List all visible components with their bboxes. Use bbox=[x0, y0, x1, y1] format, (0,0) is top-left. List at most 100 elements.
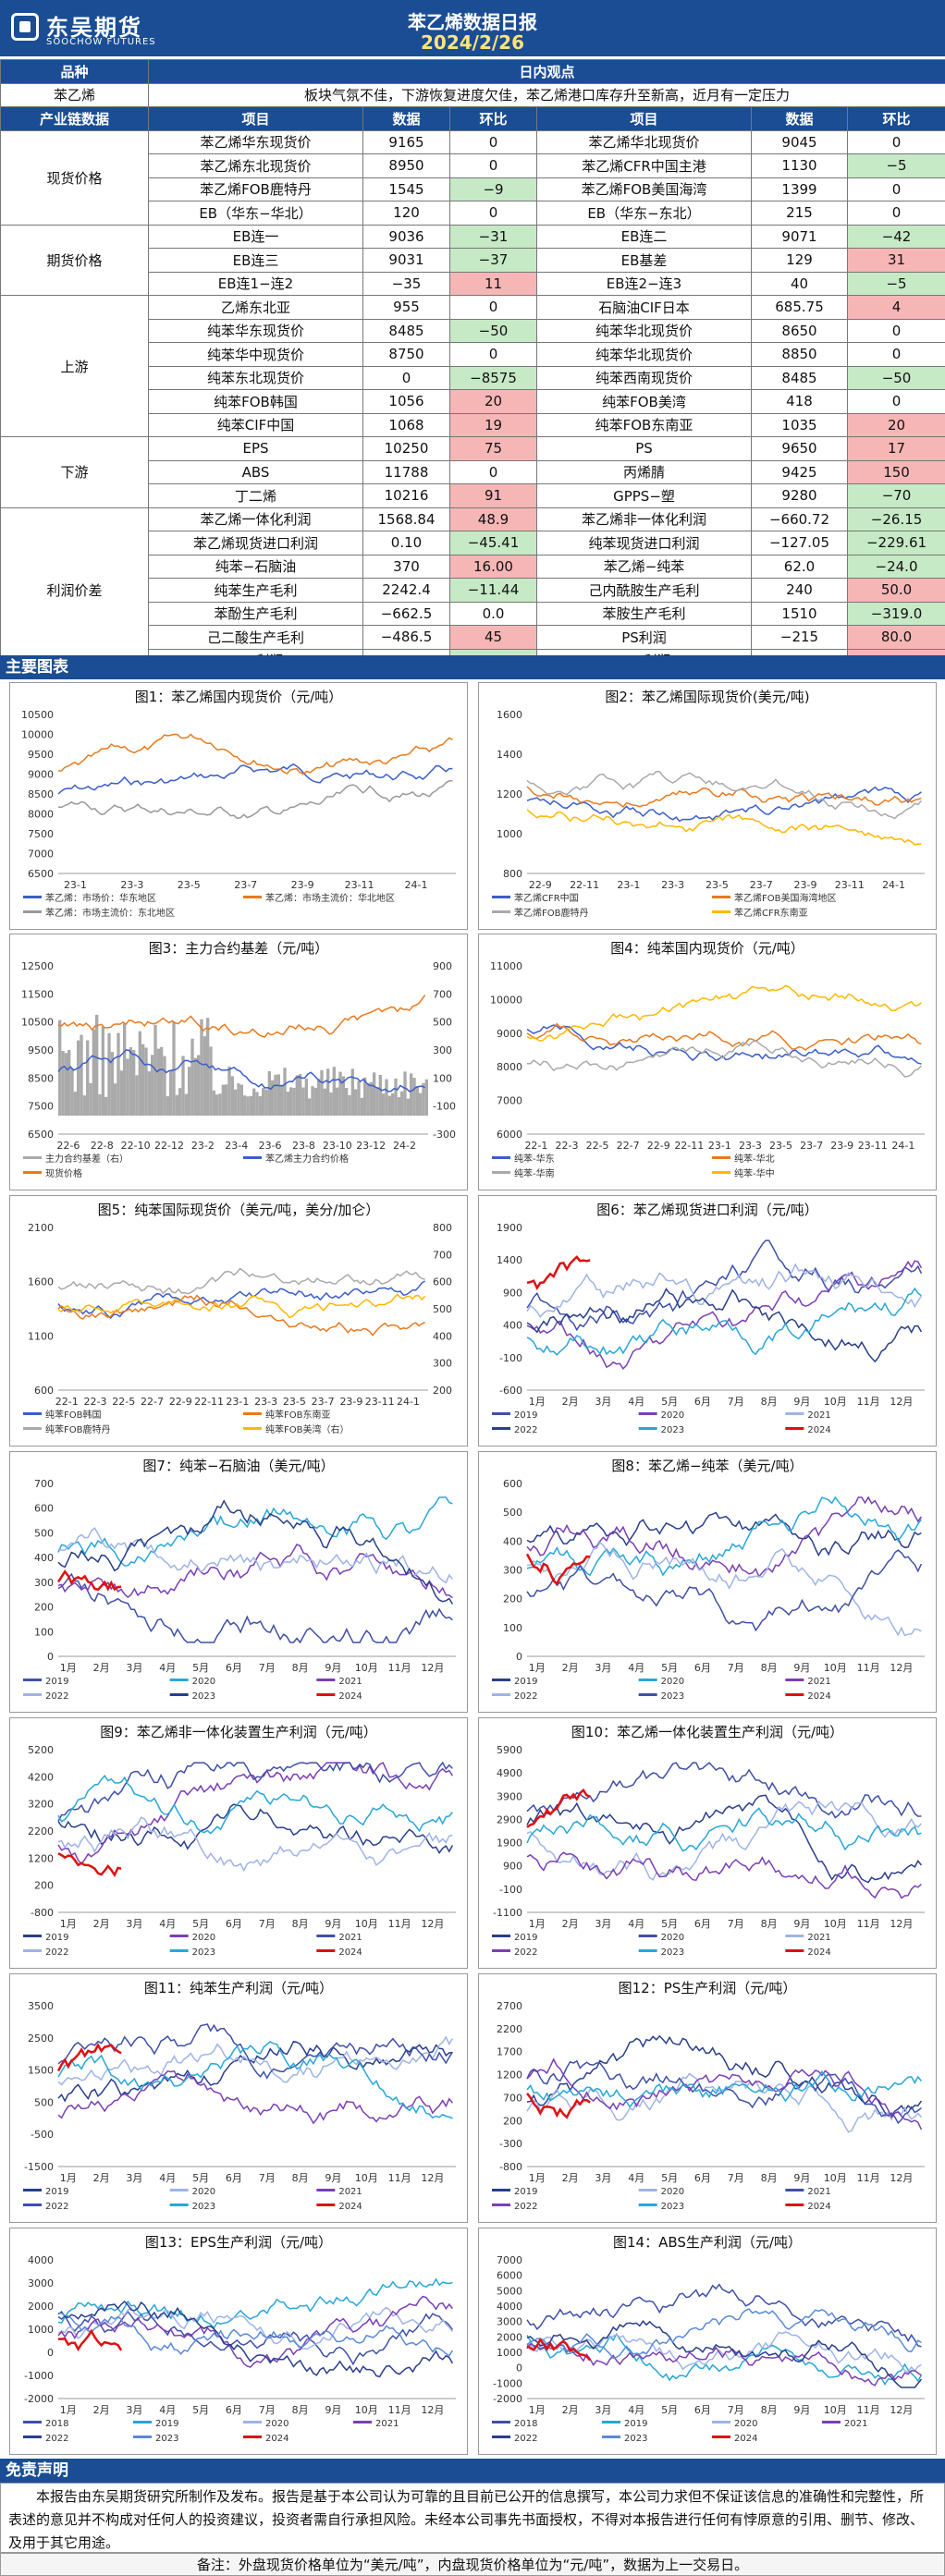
basis-bar bbox=[363, 1077, 367, 1116]
legend-swatch bbox=[23, 1679, 42, 1681]
basis-bar bbox=[373, 1072, 376, 1116]
item-value: 1068 bbox=[362, 412, 450, 437]
item-value: −215 bbox=[751, 625, 848, 650]
basis-bar bbox=[70, 1068, 74, 1116]
basis-bar bbox=[348, 1094, 351, 1116]
item-value: −660.72 bbox=[751, 507, 848, 531]
x-tick-label: 22-3 bbox=[556, 1140, 579, 1152]
x-tick-label: 7月 bbox=[728, 1396, 744, 1408]
series-line bbox=[57, 1293, 426, 1319]
basis-bar bbox=[221, 1084, 225, 1116]
legend-label: 2022 bbox=[45, 2434, 68, 2444]
y-tick-label: 9500 bbox=[28, 1044, 54, 1056]
legend-label: 2023 bbox=[192, 2202, 215, 2212]
item-value: 8950 bbox=[362, 153, 450, 178]
x-tick-label: 23-11 bbox=[365, 1396, 395, 1408]
x-tick-label: 22-6 bbox=[56, 1140, 80, 1152]
y-tick-label: 9000 bbox=[497, 1028, 522, 1040]
basis-bar bbox=[326, 1068, 330, 1116]
data-table: 品种 日内观点 苯乙烯 板块气氛不佳，下游恢复进度欠佳，苯乙烯港口库存升至新高，… bbox=[0, 59, 945, 673]
basis-bar bbox=[237, 1083, 240, 1116]
legend-label: 苯乙烯FOB美国海湾地区 bbox=[734, 892, 836, 904]
chart-plot: 2100 1600 1100 600 800 700 600 500 400 300 200 22-1… bbox=[23, 1222, 452, 1435]
basis-bar bbox=[360, 1097, 363, 1116]
table-row: 苯乙烯现货进口利润 0.10 −45.41 纯苯现货进口利润 −127.05 −229.6… bbox=[1, 531, 945, 555]
x-tick-label: 2月 bbox=[562, 2172, 579, 2184]
item-value: 955 bbox=[362, 295, 450, 320]
basis-bar bbox=[169, 1069, 173, 1116]
legend-swatch bbox=[638, 2204, 657, 2206]
x-tick-label: 6月 bbox=[694, 2404, 711, 2416]
item-name: EB连三 bbox=[148, 248, 363, 273]
legend-swatch bbox=[638, 1693, 657, 1696]
legend-swatch bbox=[492, 1171, 510, 1174]
y-tick-label: 1200 bbox=[497, 788, 522, 800]
basis-bar bbox=[320, 1069, 324, 1116]
item-change: 0 bbox=[449, 129, 537, 154]
legend-label: 2019 bbox=[514, 2187, 537, 2197]
item-change: 150 bbox=[846, 459, 945, 484]
item-change: 16.00 bbox=[449, 554, 537, 579]
series-line bbox=[57, 1852, 122, 1878]
x-tick-label: 8月 bbox=[761, 1662, 778, 1674]
item-name: EB连1−连2 bbox=[148, 271, 363, 296]
y2-tick-label: 800 bbox=[433, 1222, 452, 1234]
chart-title: 图4：纯苯国内现货价（元/吨） bbox=[610, 940, 804, 957]
item-change: −5 bbox=[846, 271, 945, 296]
group-label: 利润价差 bbox=[0, 507, 149, 673]
series-line bbox=[57, 1572, 453, 1644]
legend-label: 2024 bbox=[338, 1947, 362, 1958]
item-change: 0 bbox=[846, 342, 945, 367]
legend-label: 纯苯-华北 bbox=[734, 1153, 775, 1165]
basis-bar bbox=[394, 1078, 398, 1116]
series-line bbox=[526, 1496, 923, 1577]
y2-tick-label: 500 bbox=[433, 1017, 452, 1029]
series-line bbox=[56, 1569, 122, 1592]
chart-2: 图2：苯乙烯国际现货价(美元/吨) 1600 1400 1200 1000 800 22-9… bbox=[478, 682, 937, 930]
item-name: ABS bbox=[148, 459, 363, 484]
chart-5: 图5：纯苯国际现货价（美元/吨，美分/加仑） 2100 1600 1100 600 800… bbox=[9, 1195, 468, 1447]
y-tick-label: 700 bbox=[503, 2092, 522, 2104]
basis-bar bbox=[400, 1091, 404, 1116]
x-tick-label: 22-10 bbox=[121, 1140, 151, 1152]
item-value: 129 bbox=[751, 248, 848, 273]
x-tick-label: 24-1 bbox=[405, 879, 428, 891]
item-name: 丙烯腈 bbox=[536, 459, 752, 484]
basis-bar bbox=[397, 1097, 400, 1116]
legend-swatch bbox=[169, 2204, 189, 2206]
x-tick-label: 6月 bbox=[694, 2172, 711, 2184]
basis-bar bbox=[262, 1088, 265, 1116]
series-line bbox=[526, 2308, 922, 2360]
item-value: −35 bbox=[362, 271, 450, 296]
basis-bar bbox=[119, 1070, 123, 1116]
series-line bbox=[526, 1260, 923, 1370]
legend-label: 苯乙烯主力合约价格 bbox=[265, 1153, 349, 1165]
series-line bbox=[526, 2034, 923, 2117]
item-change: 45 bbox=[449, 625, 537, 650]
basis-bar bbox=[415, 1086, 419, 1116]
table-row: 现货价格 苯乙烯华东现货价 9165 0 苯乙烯华北现货价 9045 0 bbox=[0, 129, 945, 226]
item-value: 1035 bbox=[751, 412, 848, 437]
x-tick-label: 12月 bbox=[890, 1918, 913, 1930]
item-change: 31 bbox=[846, 248, 945, 273]
legend-label: 2019 bbox=[514, 1677, 537, 1687]
y2-tick-label: 700 bbox=[433, 1249, 452, 1261]
item-value: 1510 bbox=[751, 601, 848, 626]
legend-label: 2023 bbox=[661, 2202, 684, 2212]
chart-10: 图10：苯乙烯一体化装置生产利润（元/吨） 5900 4900 3900 2900 190… bbox=[478, 1717, 937, 1969]
basis-bar bbox=[341, 1076, 345, 1116]
x-tick-label: 24-1 bbox=[882, 879, 905, 891]
legend-swatch bbox=[492, 1679, 510, 1681]
chart-plot: 600 500 400 300 200 100 0 1月 2月 3月 4月 5月 6月 7月 8月 9月 10月… bbox=[492, 1478, 925, 1702]
x-tick-label: 23-12 bbox=[356, 1140, 386, 1152]
legend-swatch bbox=[785, 2204, 804, 2206]
item-name: 苯乙烯CFR中国主港 bbox=[536, 153, 752, 178]
item-change: −9 bbox=[449, 177, 537, 201]
legend-swatch bbox=[492, 1412, 510, 1415]
group-label: 上游 bbox=[0, 295, 149, 437]
y-tick-label: -600 bbox=[499, 1385, 522, 1397]
legend-label: 纯苯FOB东南亚 bbox=[265, 1409, 330, 1421]
legend-swatch bbox=[243, 1156, 262, 1159]
basis-bar bbox=[357, 1080, 361, 1116]
x-tick-label: 4月 bbox=[628, 2404, 644, 2416]
